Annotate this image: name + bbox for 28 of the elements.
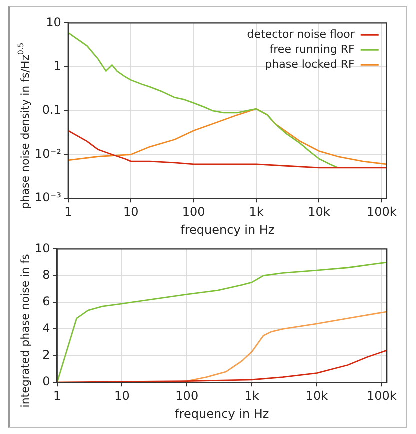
x-tick-label: 10 — [114, 388, 130, 403]
x-tick-label: 1k — [249, 204, 264, 219]
y-tick-label: 8 — [42, 268, 50, 282]
x-tick-label: 10k — [306, 388, 328, 403]
y-tick-label: 0.1 — [42, 103, 62, 118]
y-tick-label: 2 — [42, 348, 50, 362]
legend-label: phase locked RF — [265, 58, 355, 72]
x-tick-label: 10 — [123, 204, 139, 219]
y-tick-label: 10⁻² — [34, 146, 62, 161]
x-tick-label: 100k — [366, 204, 397, 219]
y-axis-title: integrated phase noise in fs — [18, 254, 32, 408]
legend-label: detector noise floor — [247, 28, 356, 42]
y-tick-label: 10 — [34, 241, 50, 256]
x-tick-label: 100 — [182, 204, 206, 219]
x-axis-title: frequency in Hz — [180, 223, 275, 238]
x-tick-label: 100k — [366, 388, 397, 403]
x-axis-title: frequency in Hz — [175, 407, 270, 422]
y-tick-label: 1 — [54, 59, 62, 74]
y-tick-label: 4 — [42, 321, 50, 336]
y-tick-label: 0 — [42, 374, 50, 389]
x-tick-label: 100 — [176, 388, 199, 403]
y-tick-label: 10 — [46, 15, 62, 30]
x-tick-label: 10k — [308, 204, 330, 219]
y-tick-label: 10⁻³ — [34, 190, 62, 205]
y-tick-label: 6 — [42, 294, 50, 309]
x-tick-label: 1 — [64, 204, 72, 219]
legend-label: free running RF — [270, 43, 355, 56]
x-tick-label: 1k — [244, 388, 260, 403]
